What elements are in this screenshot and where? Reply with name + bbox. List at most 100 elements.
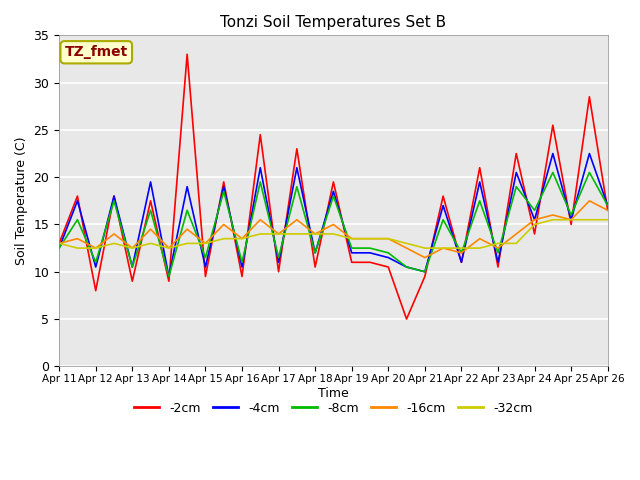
-2cm bbox=[202, 274, 209, 279]
-32cm bbox=[202, 240, 209, 246]
-16cm bbox=[147, 226, 154, 232]
-4cm bbox=[348, 250, 356, 256]
-4cm bbox=[494, 259, 502, 265]
-16cm bbox=[549, 212, 557, 218]
-2cm bbox=[55, 240, 63, 246]
-8cm bbox=[567, 212, 575, 218]
-4cm bbox=[220, 184, 228, 190]
-2cm bbox=[476, 165, 484, 170]
-16cm bbox=[257, 217, 264, 223]
-16cm bbox=[293, 217, 301, 223]
-4cm bbox=[586, 151, 593, 156]
-8cm bbox=[494, 250, 502, 256]
-8cm bbox=[74, 217, 81, 223]
-16cm bbox=[604, 207, 612, 213]
-32cm bbox=[549, 217, 557, 223]
-32cm bbox=[183, 240, 191, 246]
-8cm bbox=[403, 264, 410, 270]
Title: Tonzi Soil Temperatures Set B: Tonzi Soil Temperatures Set B bbox=[220, 15, 447, 30]
-4cm bbox=[330, 189, 337, 194]
-32cm bbox=[147, 240, 154, 246]
-2cm bbox=[385, 264, 392, 270]
-32cm bbox=[55, 240, 63, 246]
-32cm bbox=[403, 240, 410, 246]
-8cm bbox=[385, 250, 392, 256]
-32cm bbox=[311, 231, 319, 237]
Line: -4cm: -4cm bbox=[59, 154, 608, 276]
-32cm bbox=[220, 236, 228, 241]
-8cm bbox=[604, 203, 612, 208]
-2cm bbox=[439, 193, 447, 199]
-8cm bbox=[92, 259, 100, 265]
-4cm bbox=[183, 184, 191, 190]
-2cm bbox=[129, 278, 136, 284]
-4cm bbox=[147, 179, 154, 185]
-2cm bbox=[74, 193, 81, 199]
-16cm bbox=[202, 240, 209, 246]
-4cm bbox=[238, 264, 246, 270]
-32cm bbox=[458, 245, 465, 251]
-2cm bbox=[531, 231, 538, 237]
-32cm bbox=[348, 236, 356, 241]
-4cm bbox=[55, 245, 63, 251]
-4cm bbox=[476, 179, 484, 185]
-8cm bbox=[513, 184, 520, 190]
-2cm bbox=[183, 51, 191, 57]
Line: -16cm: -16cm bbox=[59, 201, 608, 258]
-8cm bbox=[202, 255, 209, 261]
-4cm bbox=[165, 274, 173, 279]
-2cm bbox=[220, 179, 228, 185]
-16cm bbox=[385, 236, 392, 241]
-4cm bbox=[531, 217, 538, 223]
-8cm bbox=[476, 198, 484, 204]
-4cm bbox=[403, 264, 410, 270]
-32cm bbox=[494, 240, 502, 246]
-32cm bbox=[366, 236, 374, 241]
-2cm bbox=[165, 278, 173, 284]
-32cm bbox=[165, 245, 173, 251]
-16cm bbox=[220, 222, 228, 228]
-2cm bbox=[403, 316, 410, 322]
-2cm bbox=[110, 193, 118, 199]
-8cm bbox=[421, 269, 429, 275]
-8cm bbox=[238, 259, 246, 265]
-16cm bbox=[403, 245, 410, 251]
-2cm bbox=[458, 259, 465, 265]
-16cm bbox=[55, 240, 63, 246]
-8cm bbox=[531, 207, 538, 213]
-4cm bbox=[110, 193, 118, 199]
-8cm bbox=[55, 245, 63, 251]
-4cm bbox=[567, 217, 575, 223]
-16cm bbox=[586, 198, 593, 204]
-32cm bbox=[476, 245, 484, 251]
-8cm bbox=[165, 274, 173, 279]
-32cm bbox=[238, 236, 246, 241]
-4cm bbox=[257, 165, 264, 170]
-4cm bbox=[129, 264, 136, 270]
Line: -2cm: -2cm bbox=[59, 54, 608, 319]
-16cm bbox=[513, 231, 520, 237]
-4cm bbox=[275, 259, 282, 265]
-16cm bbox=[311, 231, 319, 237]
-32cm bbox=[110, 240, 118, 246]
-4cm bbox=[74, 198, 81, 204]
-4cm bbox=[293, 165, 301, 170]
-2cm bbox=[549, 122, 557, 128]
-2cm bbox=[147, 198, 154, 204]
-32cm bbox=[604, 217, 612, 223]
-16cm bbox=[165, 245, 173, 251]
-8cm bbox=[330, 193, 337, 199]
-2cm bbox=[494, 264, 502, 270]
-16cm bbox=[531, 217, 538, 223]
-2cm bbox=[586, 94, 593, 100]
-32cm bbox=[257, 231, 264, 237]
-8cm bbox=[366, 245, 374, 251]
-8cm bbox=[147, 207, 154, 213]
-8cm bbox=[586, 169, 593, 175]
-32cm bbox=[531, 222, 538, 228]
-16cm bbox=[348, 236, 356, 241]
-16cm bbox=[74, 236, 81, 241]
-16cm bbox=[183, 226, 191, 232]
Y-axis label: Soil Temperature (C): Soil Temperature (C) bbox=[15, 137, 28, 265]
-16cm bbox=[129, 245, 136, 251]
